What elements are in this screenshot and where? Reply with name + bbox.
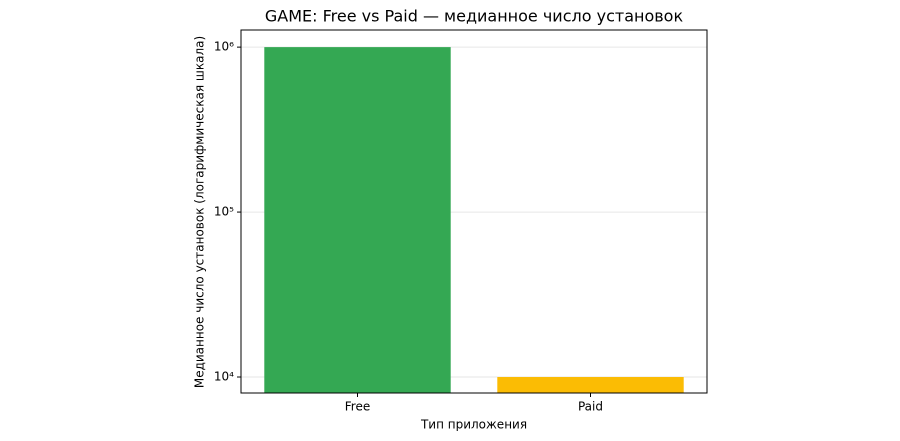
bar (497, 377, 684, 393)
x-tick-label: Paid (578, 400, 603, 414)
y-tick-label: 10⁶ (214, 40, 234, 54)
bar (264, 47, 451, 393)
x-axis-label: Тип приложения (420, 418, 527, 432)
plot-frame (240, 29, 708, 394)
chart-title: GAME: Free vs Paid — медианное число уст… (265, 7, 684, 26)
y-tick-label: 10⁴ (214, 370, 234, 384)
y-axis-label: Медианное число установок (логарифмическ… (193, 36, 207, 388)
y-tick-label: 10⁵ (214, 205, 234, 219)
x-tick-label: Free (345, 400, 370, 414)
